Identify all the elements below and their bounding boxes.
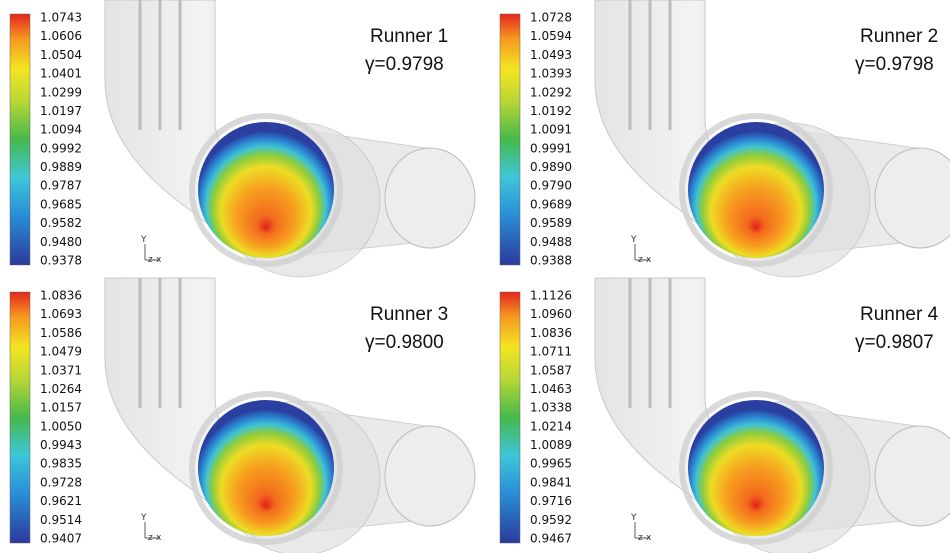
colorbar-label: 1.0157 (40, 401, 82, 415)
outlet-end (385, 148, 475, 248)
colorbar (10, 14, 30, 265)
panel: 1.0743 1.0606 1.0504 1.0401 1.0299 1.0197 1.00… (10, 0, 475, 277)
colorbar-label: 1.0587 (530, 363, 572, 377)
axis-label: z-x (638, 255, 652, 265)
colorbar-label: 0.9388 (530, 254, 572, 268)
colorbar-label: 1.0091 (530, 123, 572, 137)
colorbar (500, 14, 520, 265)
colorbar-label: 0.9480 (40, 235, 82, 249)
colorbar-label: 1.0292 (530, 85, 572, 99)
colorbar-label: 1.0299 (40, 85, 82, 99)
colorbar-label: 0.9685 (40, 197, 82, 211)
colorbar-label: 1.0743 (40, 11, 82, 25)
colorbar-label: 0.9716 (530, 494, 572, 508)
colorbar-label: 0.9889 (40, 160, 82, 174)
colorbar-label: 0.9992 (40, 141, 82, 155)
colorbar-label: 0.9790 (530, 179, 572, 193)
gamma-value: γ=0.9807 (855, 332, 934, 353)
colorbar-label: 1.0504 (40, 48, 82, 62)
colorbar (500, 292, 520, 543)
colorbar-label: 0.9592 (530, 513, 572, 527)
axis-label: Y (630, 513, 637, 523)
colorbar-label: 1.0401 (40, 67, 82, 81)
runner-title: Runner 2 (860, 26, 938, 47)
colorbar (10, 292, 30, 543)
panels: 1.0743 1.0606 1.0504 1.0401 1.0299 1.0197 1.00… (10, 0, 950, 553)
colorbar-label: 1.0089 (530, 438, 572, 452)
colorbar-label: 0.9378 (40, 254, 82, 268)
velocity-contour (688, 400, 824, 536)
runner-title: Runner 4 (860, 304, 939, 325)
colorbar-label: 0.9407 (40, 532, 82, 546)
colorbar-label: 1.0836 (40, 289, 82, 303)
panel: 1.0728 1.0594 1.0493 1.0393 1.0292 1.0192 1.00… (500, 0, 950, 277)
panel: 1.0836 1.0693 1.0586 1.0479 1.0371 1.0264 1.01… (10, 278, 475, 553)
colorbar-label: 1.0094 (40, 123, 82, 137)
colorbar-label: 1.1126 (530, 289, 572, 303)
velocity-contour (198, 122, 334, 258)
gamma-value: γ=0.9798 (855, 54, 934, 75)
gamma-value: γ=0.9798 (365, 54, 444, 75)
colorbar-label: 1.0960 (530, 307, 572, 321)
velocity-contour (198, 400, 334, 536)
colorbar-label: 1.0338 (530, 401, 572, 415)
axis-label: z-x (148, 255, 162, 265)
axis-label: Y (630, 235, 637, 245)
colorbar-label: 0.9514 (40, 513, 82, 527)
colorbar-label: 1.0693 (40, 307, 82, 321)
colorbar-label: 1.0264 (40, 382, 82, 396)
colorbar-label: 1.0836 (530, 326, 572, 340)
colorbar-label: 1.0050 (40, 419, 82, 433)
gamma-value: γ=0.9800 (365, 332, 444, 353)
colorbar-label: 1.0711 (530, 345, 572, 359)
axis-label: Y (140, 235, 147, 245)
colorbar-label: 0.9582 (40, 216, 82, 230)
colorbar-label: 0.9943 (40, 438, 82, 452)
colorbar-label: 1.0463 (530, 382, 572, 396)
colorbar-label: 1.0493 (530, 48, 572, 62)
panel: 1.1126 1.0960 1.0836 1.0711 1.0587 1.0463 1.03… (500, 278, 950, 553)
axis-label: Y (140, 513, 147, 523)
colorbar-label: 1.0586 (40, 326, 82, 340)
velocity-contour (688, 122, 824, 258)
colorbar-label: 0.9991 (530, 141, 572, 155)
colorbar-label: 0.9689 (530, 197, 572, 211)
colorbar-label: 1.0606 (40, 29, 82, 43)
axis-label: z-x (638, 533, 652, 543)
outlet-end (385, 426, 475, 526)
colorbar-label: 0.9890 (530, 160, 572, 174)
axis-label: z-x (148, 533, 162, 543)
colorbar-label: 0.9835 (40, 457, 82, 471)
runner-title: Runner 3 (370, 304, 448, 325)
colorbar-label: 1.0393 (530, 67, 572, 81)
colorbar-label: 0.9589 (530, 216, 572, 230)
colorbar-label: 0.9621 (40, 494, 82, 508)
colorbar-label: 0.9467 (530, 532, 572, 546)
figure: 1.0743 1.0606 1.0504 1.0401 1.0299 1.0197 1.00… (0, 0, 950, 553)
colorbar-label: 1.0479 (40, 345, 82, 359)
colorbar-label: 0.9841 (530, 475, 572, 489)
colorbar-label: 1.0192 (530, 104, 572, 118)
colorbar-label: 1.0594 (530, 29, 572, 43)
colorbar-label: 0.9728 (40, 475, 82, 489)
colorbar-label: 0.9787 (40, 179, 82, 193)
colorbar-label: 0.9488 (530, 235, 572, 249)
colorbar-label: 1.0728 (530, 11, 572, 25)
colorbar-label: 1.0371 (40, 363, 82, 377)
runner-title: Runner 1 (370, 26, 448, 47)
colorbar-label: 1.0197 (40, 104, 82, 118)
colorbar-label: 1.0214 (530, 419, 572, 433)
colorbar-label: 0.9965 (530, 457, 572, 471)
